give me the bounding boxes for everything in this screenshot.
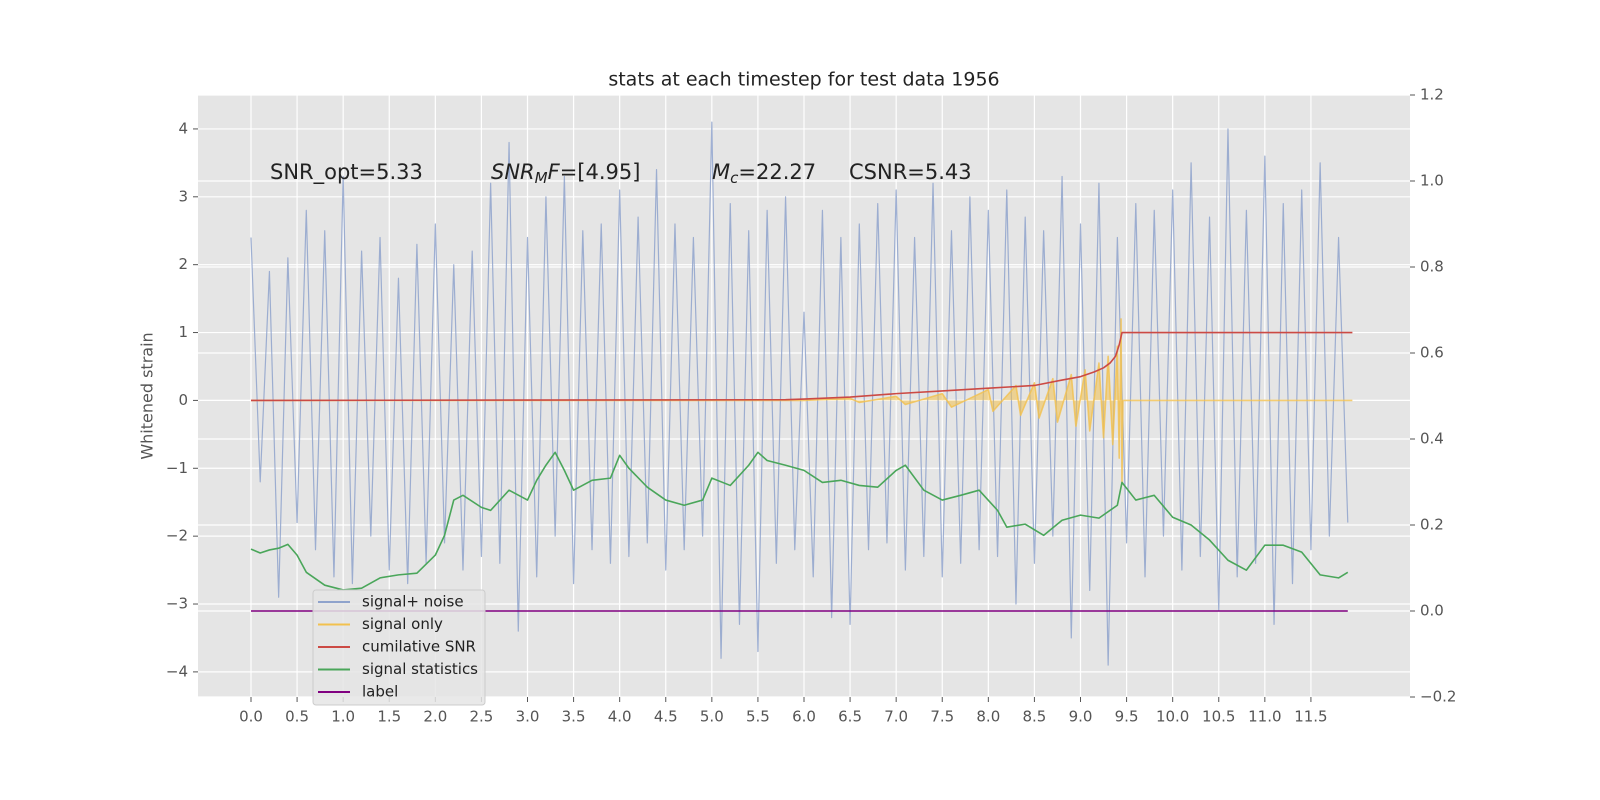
x-tick-label: 4.5 (654, 708, 678, 726)
y-tick-label: 3 (178, 187, 188, 205)
x-tick-label: 9.5 (1115, 708, 1139, 726)
y-tick-label: 1 (178, 323, 188, 341)
axes: 0.0 0.5 1.0 1.5 2.0 2.5 3.0 3.5 4.0 4.5 5.0 5.5 6.0 6… (166, 86, 1457, 726)
y-tick-label: 4 (178, 119, 188, 137)
x-tick-label: 3.0 (516, 708, 540, 726)
annotation: Mc=22.27 (712, 160, 816, 187)
legend: signal+ noise signal only cumilative SNR si… (312, 589, 486, 706)
legend-label: signal+ noise (362, 593, 464, 611)
x-tick-label: 0.0 (239, 708, 263, 726)
x-tick-label: 5.5 (746, 708, 770, 726)
x-tick-label: 7.0 (884, 708, 908, 726)
annotation-part: =[4.95] (560, 160, 641, 184)
x-tick-label: 2.0 (423, 708, 447, 726)
annotation: SNR_opt=5.33 (270, 160, 423, 185)
annotation: SNRMF=[4.95] (491, 160, 640, 187)
x-tick-label: 7.5 (930, 708, 954, 726)
x-tick-label: 3.5 (562, 708, 586, 726)
x-tick-label: 8.5 (1022, 708, 1046, 726)
x-tick-label: 11.0 (1248, 708, 1281, 726)
y-tick-label: −4 (166, 662, 188, 680)
y-tick-label: −1 (166, 459, 188, 477)
y-axis-label: Whitened strain (138, 332, 157, 459)
y2-tick-label: −0.2 (1420, 688, 1456, 706)
annotation-part: =22.27 (738, 160, 816, 184)
series-line (250, 121, 1349, 666)
annotation-part: SNR (491, 160, 535, 184)
legend-label: label (362, 683, 398, 701)
annotation-part: c (730, 169, 739, 187)
series-line (251, 318, 1353, 483)
x-tick-label: 6.0 (792, 708, 816, 726)
legend-frame (312, 589, 486, 706)
y-tick-label: 2 (178, 255, 188, 273)
x-tick-label: 11.5 (1294, 708, 1327, 726)
annotation-part: CSNR=5.43 (849, 160, 972, 184)
legend-label: signal only (362, 615, 443, 633)
x-tick-label: 10.5 (1202, 708, 1235, 726)
x-tick-label: 9.0 (1069, 708, 1093, 726)
chart-title: stats at each timestep for test data 195… (608, 69, 999, 91)
y2-tick-label: 0.0 (1420, 602, 1444, 620)
x-tick-label: 10.0 (1156, 708, 1189, 726)
annotation-part: M (535, 169, 548, 187)
x-tick-label: 8.0 (976, 708, 1000, 726)
y2-tick-label: 1.2 (1420, 86, 1444, 104)
x-tick-label: 6.5 (838, 708, 862, 726)
x-tick-label: 5.0 (700, 708, 724, 726)
y-tick-label: −3 (166, 595, 188, 613)
y2-tick-label: 0.4 (1420, 430, 1444, 448)
x-tick-label: 0.5 (285, 708, 309, 726)
x-tick-label: 4.0 (608, 708, 632, 726)
x-tick-label: 1.0 (331, 708, 355, 726)
y2-tick-label: 0.2 (1420, 516, 1444, 534)
legend-label: cumilative SNR (362, 638, 476, 656)
y-tick-label: −2 (166, 527, 188, 545)
legend-label: signal statistics (362, 660, 478, 678)
y2-tick-label: 1.0 (1420, 172, 1444, 190)
annotation-part: SNR_opt=5.33 (270, 160, 423, 185)
y2-tick-label: 0.6 (1420, 344, 1444, 362)
annotation-part: M (712, 160, 730, 184)
annotation: CSNR=5.43 (849, 160, 972, 184)
annotation-part: F (548, 160, 561, 184)
y-tick-label: 0 (178, 391, 188, 409)
x-tick-label: 2.5 (469, 708, 493, 726)
x-tick-label: 1.5 (377, 708, 401, 726)
y2-tick-label: 0.8 (1420, 258, 1444, 276)
series-line (250, 331, 1353, 402)
series-line (250, 451, 1349, 591)
